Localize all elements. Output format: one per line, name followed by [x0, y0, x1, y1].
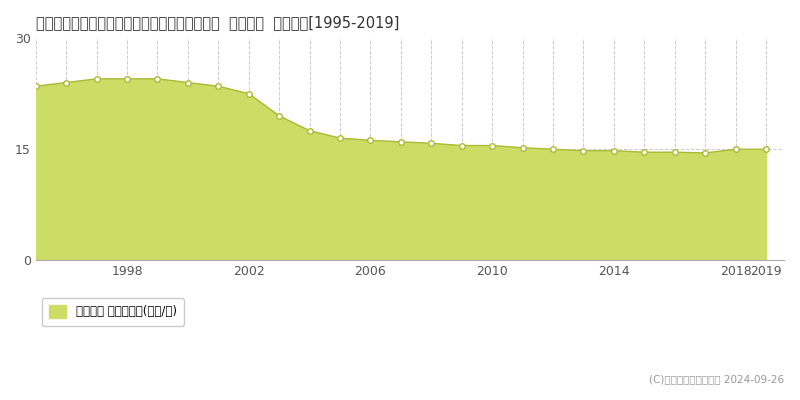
Legend: 基準地価 平均坪単価(万円/坪): 基準地価 平均坪単価(万円/坪) — [42, 298, 184, 326]
Text: (C)土地価格ドットコム 2024-09-26: (C)土地価格ドットコム 2024-09-26 — [649, 374, 784, 384]
Text: 大分県大分市大字森町字無田々通２４５番６５  基準地価  地価推移[1995-2019]: 大分県大分市大字森町字無田々通２４５番６５ 基準地価 地価推移[1995-201… — [36, 15, 399, 30]
